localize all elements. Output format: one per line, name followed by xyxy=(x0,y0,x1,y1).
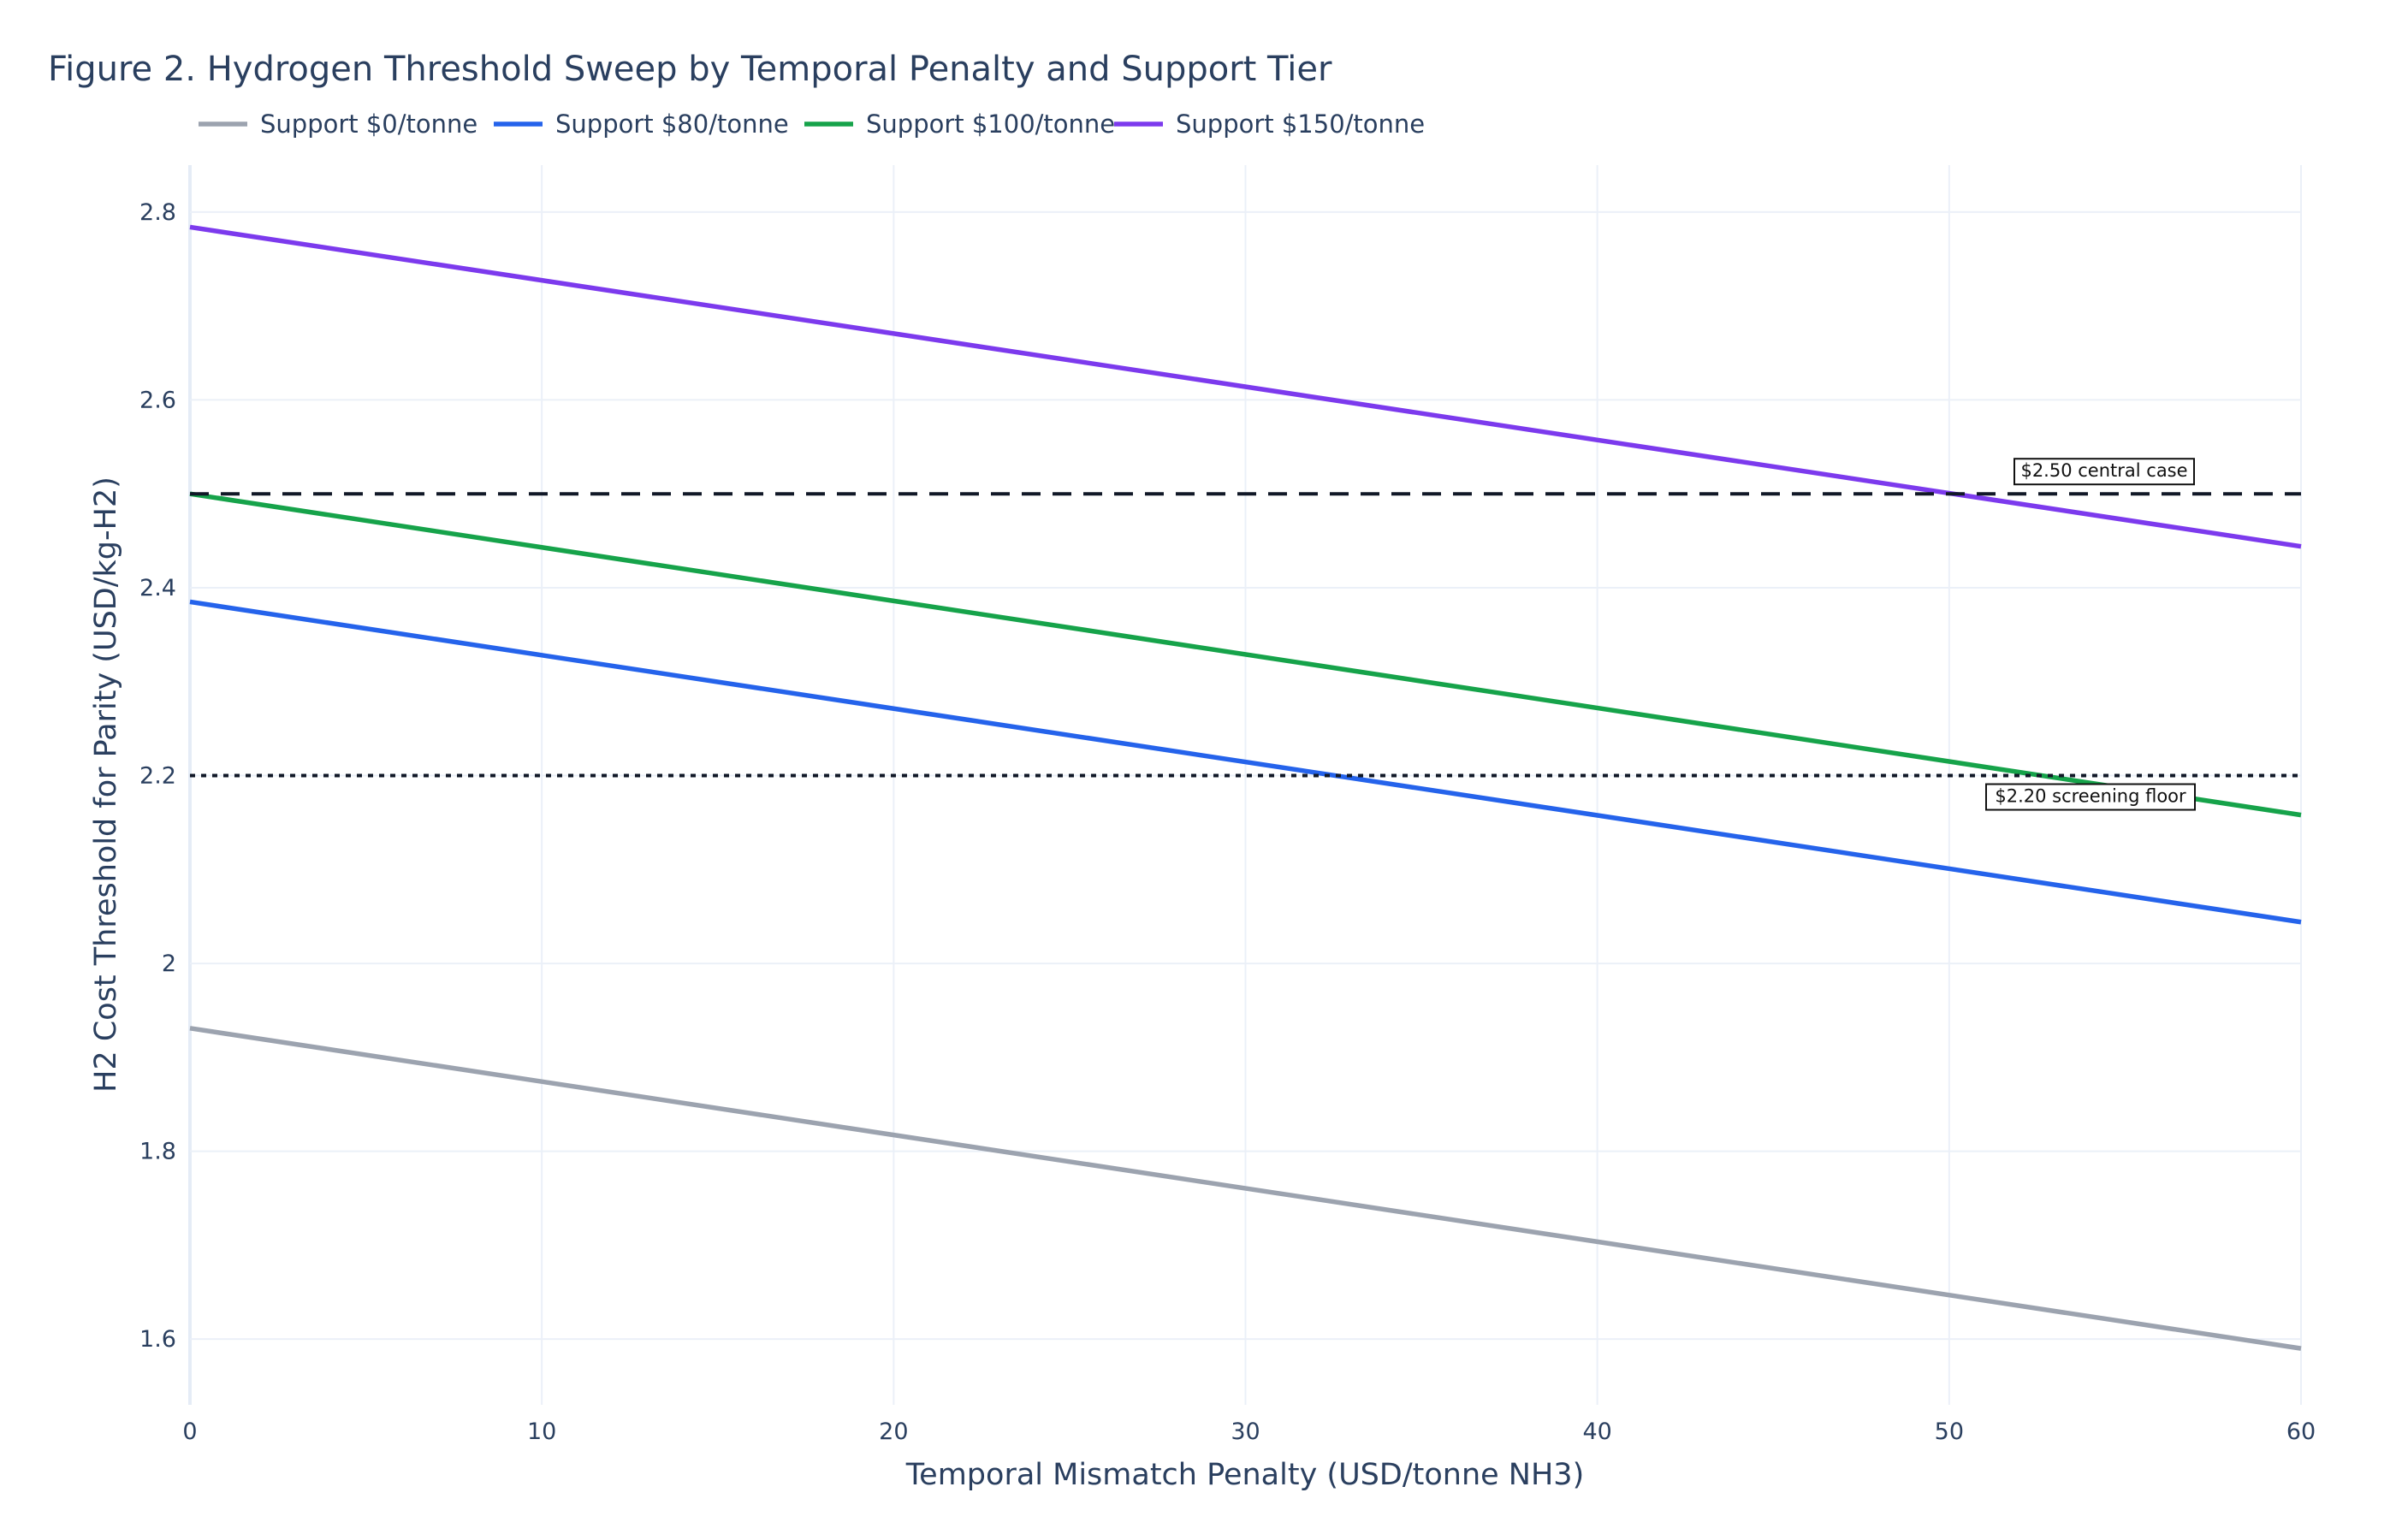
series-line-1 xyxy=(189,599,2302,925)
x-tick-label: 0 xyxy=(182,1419,197,1445)
series-line-2 xyxy=(189,491,2302,818)
annotation-box-0 xyxy=(2013,458,2195,486)
y-tick-label: 2.6 xyxy=(139,387,176,413)
y-tick-label: 2 xyxy=(162,951,176,977)
annotation-label-0: $2.50 central case xyxy=(2020,460,2187,481)
legend-label-1: Support $80/tonne xyxy=(555,110,789,139)
y-tick-label: 2.8 xyxy=(139,199,176,226)
legend-label-3: Support $150/tonne xyxy=(1176,110,1425,139)
annotation-box-1 xyxy=(1985,783,2196,811)
reference-lines: $2.50 central case $2.20 screening floor xyxy=(190,458,2301,811)
x-tick-label: 60 xyxy=(2286,1419,2316,1445)
y-axis-title: H2 Cost Threshold for Parity (USD/kg-H2) xyxy=(89,477,123,1093)
x-tick-label: 40 xyxy=(1582,1419,1611,1445)
legend-label-0: Support $0/tonne xyxy=(260,110,477,139)
x-tick-label: 10 xyxy=(527,1419,556,1445)
y-tick-label: 2.2 xyxy=(139,763,176,790)
tick-labels: 0 10 20 30 40 50 60 1.6 1.8 2 2.2 2.4 2.6 2.8 xyxy=(139,199,2316,1445)
x-tick-label: 20 xyxy=(879,1419,908,1445)
series-line-0 xyxy=(189,1026,2302,1351)
y-tick-label: 2.4 xyxy=(139,575,176,601)
y-tick-label: 1.8 xyxy=(139,1139,176,1165)
grid xyxy=(188,165,2302,1405)
chart-title: Figure 2. Hydrogen Threshold Sweep by Te… xyxy=(48,50,1332,89)
legend: Support $0/tonne Support $80/tonne Support… xyxy=(199,110,1425,139)
x-tick-label: 50 xyxy=(1935,1419,1964,1445)
legend-label-2: Support $100/tonne xyxy=(866,110,1115,139)
annotation-label-1: $2.20 screening floor xyxy=(1995,786,2186,807)
x-tick-label: 30 xyxy=(1231,1419,1260,1445)
y-tick-label: 1.6 xyxy=(139,1326,176,1353)
x-axis-title: Temporal Mismatch Penalty (USD/tonne NH3… xyxy=(905,1458,1584,1492)
